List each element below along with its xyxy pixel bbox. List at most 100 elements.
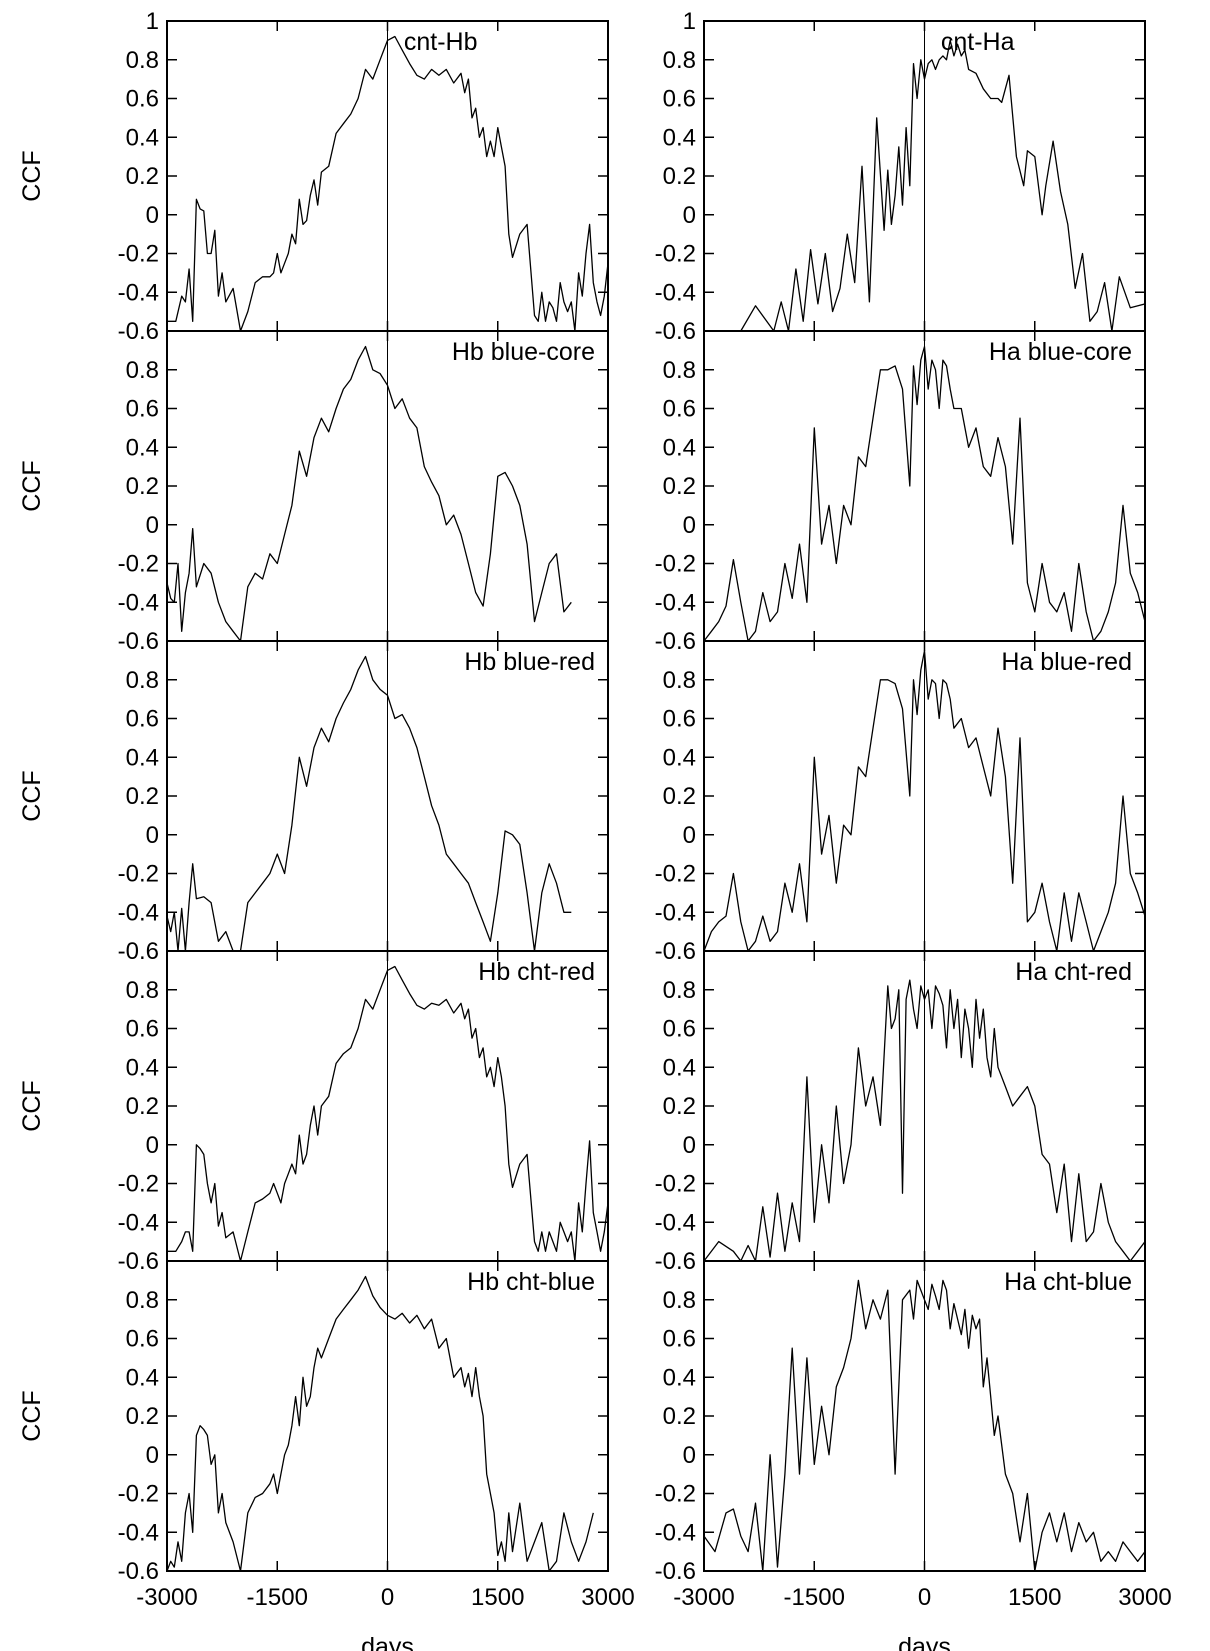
y-tick-label: 0 (683, 1442, 696, 1469)
y-tick-label: -0.2 (655, 861, 696, 888)
ccf-panel-9: -0.6 -0.4 -0.2 0 0.2 0.4 0.6 0.8 Ha cht-blue -300… (655, 1260, 1172, 1651)
y-tick-label: 0.2 (126, 163, 159, 190)
y-tick-label: -0.4 (655, 1209, 696, 1236)
y-tick-label: 0.2 (126, 783, 159, 810)
y-tick-label: -0.4 (118, 899, 159, 926)
panel-title: cnt-Ha (941, 28, 1015, 56)
ccf-panel-8: -0.6 -0.4 -0.2 0 0.2 0.4 0.6 0.8 Hb cht-blue CCF -… (18, 1260, 635, 1651)
y-tick-label: 0.4 (663, 744, 696, 771)
panel-title: Hb blue-core (452, 338, 595, 366)
y-tick-label: -0.4 (118, 1209, 159, 1236)
y-tick-label: 1 (683, 8, 696, 35)
y-tick-label: 0.6 (663, 706, 696, 733)
y-tick-label: 0.6 (663, 396, 696, 423)
y-tick-label: -0.4 (655, 589, 696, 616)
ccf-panel-3: -0.6 -0.4 -0.2 0 0.2 0.4 0.6 0.8 Ha blue-core (655, 330, 1146, 655)
ccf-panel-6: -0.6 -0.4 -0.2 0 0.2 0.4 0.6 0.8 Hb cht-red CCF (18, 950, 609, 1275)
y-tick-label: 0.4 (126, 124, 159, 151)
y-tick-label: -0.6 (118, 1558, 159, 1585)
panel-title: Ha blue-core (989, 338, 1132, 366)
panel-title: Hb blue-red (464, 648, 595, 676)
y-tick-label: -0.4 (118, 279, 159, 306)
y-tick-label: -0.4 (118, 1519, 159, 1546)
panel-title: cnt-Hb (404, 28, 478, 56)
y-tick-label: 0.8 (663, 667, 696, 694)
y-tick-label: -0.6 (655, 938, 696, 965)
y-tick-label: -0.4 (118, 589, 159, 616)
y-tick-label: -0.6 (655, 628, 696, 655)
y-tick-label: 0 (683, 202, 696, 229)
ccf-panel-7: -0.6 -0.4 -0.2 0 0.2 0.4 0.6 0.8 Ha cht-red (655, 950, 1146, 1275)
x-axis-label: days (898, 1633, 951, 1651)
y-tick-label: 0.8 (126, 977, 159, 1004)
y-tick-label: 0.6 (126, 396, 159, 423)
x-tick-label: 1500 (471, 1584, 524, 1611)
y-tick-label: 0.2 (663, 473, 696, 500)
y-tick-label: 0 (683, 512, 696, 539)
y-tick-label: 0.8 (126, 357, 159, 384)
ccf-series-line (167, 35, 609, 332)
y-tick-label: -0.6 (118, 1248, 159, 1275)
y-tick-label: 0 (146, 512, 159, 539)
ccf-series-line (703, 345, 1146, 642)
panel-title: Ha cht-red (1015, 958, 1132, 986)
y-tick-label: 0 (146, 1132, 159, 1159)
y-tick-label: 0.6 (663, 1326, 696, 1353)
y-tick-label: 0.4 (663, 124, 696, 151)
y-tick-label: 0.8 (126, 667, 159, 694)
y-tick-label: -0.6 (655, 1558, 696, 1585)
y-tick-label: -0.6 (118, 938, 159, 965)
y-tick-label: -0.2 (118, 551, 159, 578)
y-tick-label: 0.4 (663, 1364, 696, 1391)
y-tick-label: 0.2 (663, 783, 696, 810)
x-tick-label: -1500 (247, 1584, 308, 1611)
y-tick-label: 0.4 (663, 434, 696, 461)
panel-title: Ha cht-blue (1004, 1268, 1132, 1296)
y-tick-label: -0.2 (118, 1481, 159, 1508)
y-tick-label: 0.2 (126, 473, 159, 500)
ccf-series-line (166, 655, 572, 952)
y-tick-label: 0.6 (126, 706, 159, 733)
y-tick-label: 0.8 (126, 47, 159, 74)
ccf-series-line (703, 1279, 1146, 1572)
ccf-series-line (704, 39, 1146, 332)
ccf-series-line (166, 1275, 594, 1572)
y-tick-label: 0.2 (663, 163, 696, 190)
y-tick-label: 0 (146, 1442, 159, 1469)
y-tick-label: 0.8 (663, 1287, 696, 1314)
y-tick-label: -0.6 (655, 1248, 696, 1275)
y-axis-label: CCF (18, 460, 46, 511)
ccf-series-line (703, 650, 1146, 952)
x-tick-label: 1500 (1008, 1584, 1061, 1611)
y-tick-label: 0.2 (126, 1403, 159, 1430)
y-tick-label: 0.2 (663, 1093, 696, 1120)
y-tick-label: -0.4 (655, 279, 696, 306)
y-axis-label: CCF (18, 1080, 46, 1131)
y-tick-label: 0.8 (663, 357, 696, 384)
y-tick-label: 0 (683, 1132, 696, 1159)
panel-title: Hb cht-blue (467, 1268, 595, 1296)
y-tick-label: 0.4 (126, 434, 159, 461)
ccf-series-line (167, 965, 609, 1262)
y-tick-label: 0.6 (126, 86, 159, 113)
y-tick-label: 0.4 (126, 1364, 159, 1391)
y-tick-label: -0.4 (655, 1519, 696, 1546)
y-tick-label: 0 (146, 822, 159, 849)
x-tick-label: -1500 (784, 1584, 845, 1611)
y-tick-label: 0.4 (126, 744, 159, 771)
ccf-series-line (166, 345, 572, 642)
y-tick-label: -0.2 (118, 1171, 159, 1198)
x-tick-label: -3000 (136, 1584, 197, 1611)
y-tick-label: 0.6 (663, 86, 696, 113)
y-axis-label: CCF (18, 770, 46, 821)
ccf-panel-5: -0.6 -0.4 -0.2 0 0.2 0.4 0.6 0.8 Ha blue-red (655, 640, 1146, 965)
y-axis-label: CCF (18, 1390, 46, 1441)
y-tick-label: 0 (683, 822, 696, 849)
y-tick-label: 0.8 (126, 1287, 159, 1314)
y-tick-label: 1 (146, 8, 159, 35)
y-tick-label: 0.6 (126, 1326, 159, 1353)
y-tick-label: 0.8 (663, 47, 696, 74)
panel-title: Hb cht-red (478, 958, 595, 986)
y-tick-label: 0.8 (663, 977, 696, 1004)
y-tick-label: -0.4 (655, 899, 696, 926)
